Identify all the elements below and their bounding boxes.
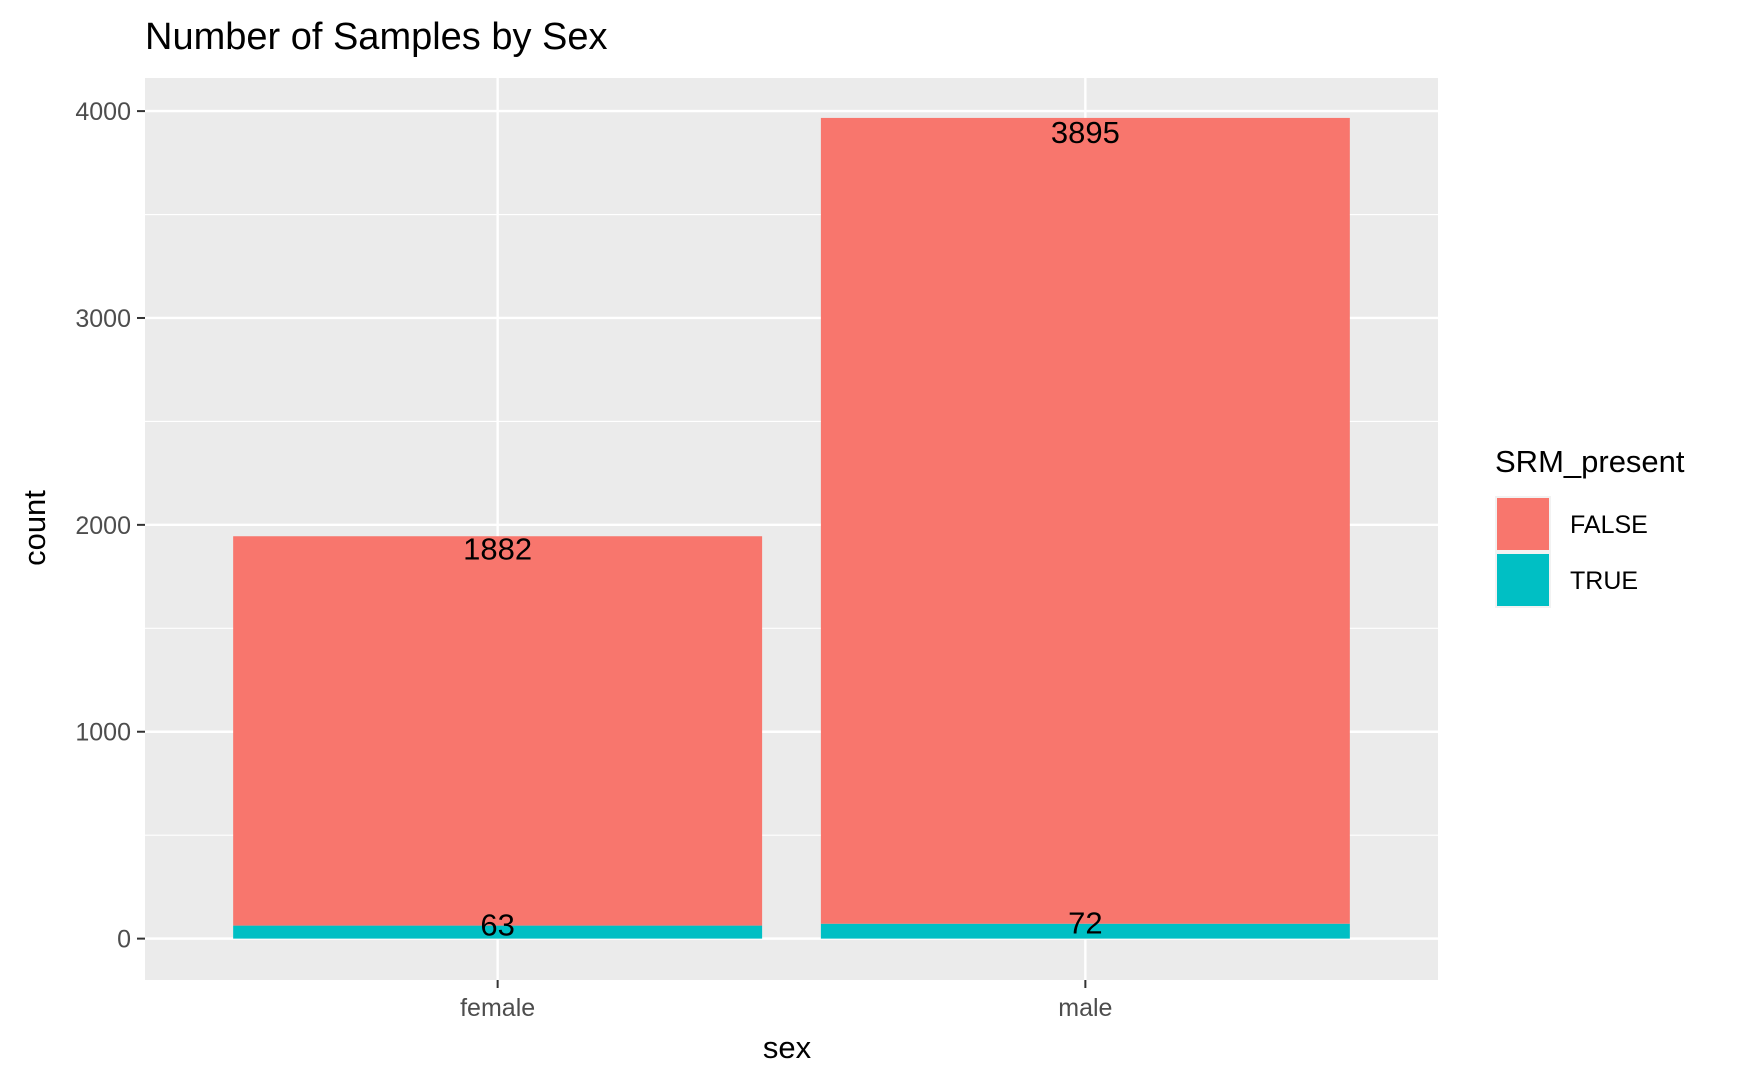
y-axis: 0 1000 2000 3000 4000	[75, 98, 145, 954]
bar-female-FALSE	[233, 536, 763, 926]
legend: SRM_present FALSE TRUE	[1495, 444, 1685, 608]
legend-items: FALSE TRUE	[1495, 496, 1648, 608]
data-label: 3895	[1051, 115, 1120, 150]
legend-swatch-TRUE	[1497, 554, 1549, 606]
x-axis-title: sex	[763, 1030, 812, 1065]
data-label: 63	[480, 908, 514, 943]
y-tick-label: 4000	[75, 98, 131, 126]
legend-swatch-FALSE	[1497, 498, 1549, 550]
data-label: 1882	[463, 531, 532, 566]
y-tick-label: 1000	[75, 719, 131, 747]
x-tick-label: female	[460, 994, 535, 1022]
bar-male-FALSE	[820, 117, 1350, 924]
data-label: 72	[1068, 906, 1102, 941]
legend-title: SRM_present	[1495, 444, 1685, 479]
chart-title: Number of Samples by Sex	[145, 16, 608, 58]
bar-male-TRUE	[820, 923, 1350, 939]
x-axis: female male	[460, 980, 1112, 1022]
y-axis-title: count	[17, 490, 52, 566]
bars	[233, 117, 1350, 939]
data-labels: 63 1882 72 3895	[463, 115, 1120, 943]
x-tick-label: male	[1058, 994, 1112, 1022]
bar-female-TRUE	[233, 925, 763, 939]
y-tick-label: 3000	[75, 305, 131, 333]
y-tick-label: 2000	[75, 512, 131, 540]
legend-label: FALSE	[1570, 511, 1648, 539]
legend-label: TRUE	[1570, 567, 1638, 595]
y-tick-label: 0	[117, 926, 131, 954]
